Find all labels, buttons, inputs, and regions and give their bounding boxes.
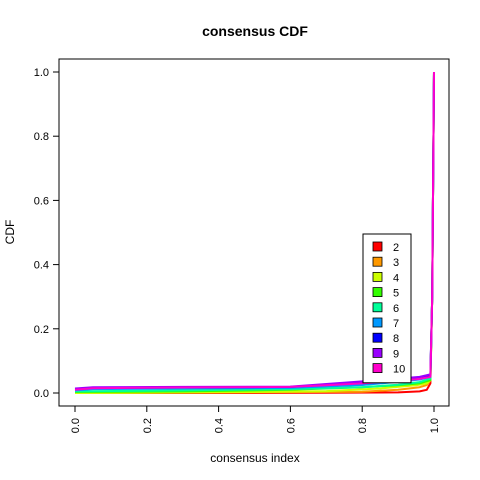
x-tick-label: 0.0 <box>70 418 82 433</box>
legend-swatch-5 <box>372 287 383 298</box>
legend-swatch-6 <box>372 302 383 313</box>
chart-title: consensus CDF <box>202 23 308 39</box>
series-line-10 <box>74 71 435 391</box>
plot-lines <box>74 71 435 394</box>
legend-swatch-8 <box>372 332 383 343</box>
legend-label-8: 8 <box>393 333 399 345</box>
legend-label-7: 7 <box>393 318 399 330</box>
legend: 2 3 4 5 6 7 8 9 10 <box>362 233 412 384</box>
legend-swatch-10 <box>372 363 383 374</box>
x-axis-label: consensus index <box>210 451 299 465</box>
legend-swatch-7 <box>372 317 383 328</box>
legend-label-10: 10 <box>393 364 405 376</box>
x-tick-label: 0.8 <box>357 418 369 433</box>
y-axis: 0.0 0.2 0.4 0.6 0.8 1.0 <box>34 67 60 400</box>
legend-label-9: 9 <box>393 348 399 360</box>
legend-label-6: 6 <box>393 303 399 315</box>
legend-swatch-4 <box>372 271 383 282</box>
legend-label-3: 3 <box>393 257 399 269</box>
legend-label-4: 4 <box>393 272 399 284</box>
x-tick-label: 1.0 <box>429 418 441 433</box>
y-tick-label: 0.8 <box>34 131 49 143</box>
x-tick-label: 0.4 <box>214 418 226 433</box>
y-tick-label: 0.6 <box>34 195 49 207</box>
y-tick-label: 0.0 <box>34 388 49 400</box>
legend-swatch-2 <box>372 241 383 252</box>
legend-swatch-3 <box>372 256 383 267</box>
x-axis: 0.0 0.2 0.4 0.6 0.8 1.0 <box>70 405 441 433</box>
legend-box <box>362 233 412 384</box>
y-axis-label: CDF <box>3 220 17 245</box>
legend-swatch-9 <box>372 347 383 358</box>
x-tick-label: 0.6 <box>285 418 297 433</box>
x-tick-label: 0.2 <box>142 418 154 433</box>
y-tick-label: 0.4 <box>34 260 49 272</box>
legend-label-5: 5 <box>393 288 399 300</box>
legend-label-2: 2 <box>393 242 399 254</box>
y-tick-label: 0.2 <box>34 324 49 336</box>
y-tick-label: 1.0 <box>34 67 49 79</box>
